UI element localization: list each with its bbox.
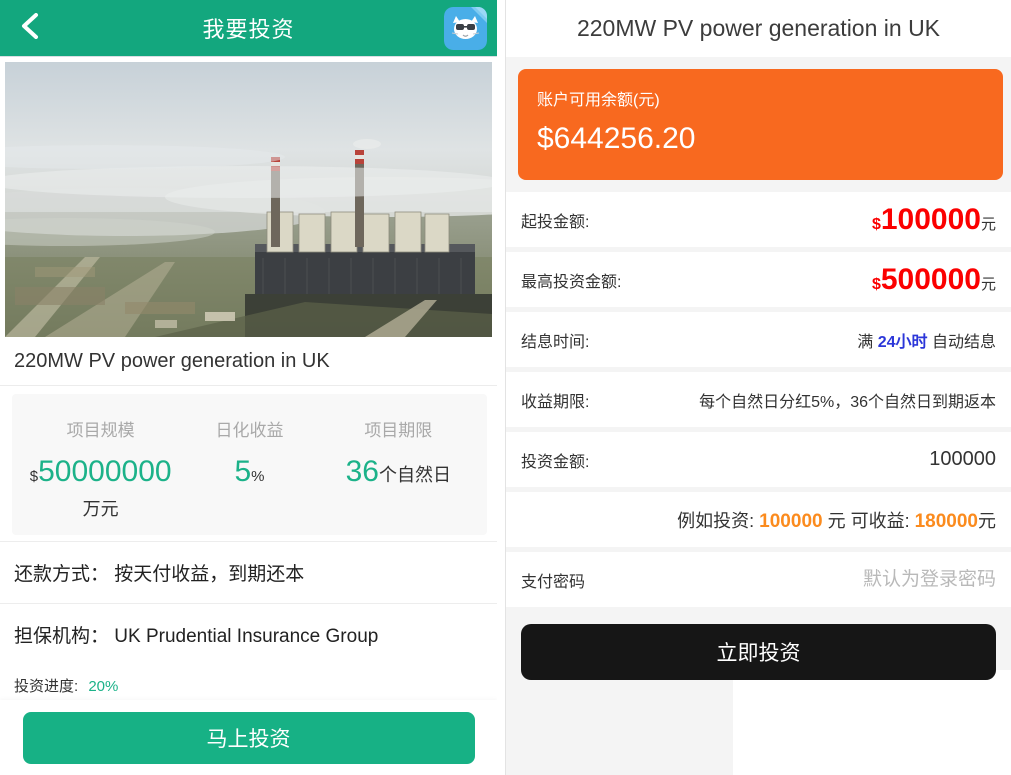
stat-duration-value: 36 — [345, 455, 379, 488]
app-logo-icon[interactable] — [444, 7, 487, 50]
stat-daily-value: 5 — [234, 455, 252, 488]
min-invest-unit: 元 — [980, 215, 996, 233]
stat-duration-label: 项目期限 — [364, 421, 433, 440]
interest-time-pre: 满 — [857, 333, 878, 351]
pay-password-row: 支付密码 — [506, 552, 1011, 607]
interest-time-label: 结息时间: — [521, 333, 590, 351]
gray-footer-stub — [506, 670, 733, 775]
guarantee-value: UK Prudential Insurance Group — [114, 626, 379, 647]
stat-daily-label: 日化收益 — [215, 421, 284, 440]
min-invest-label: 起投金额: — [521, 213, 590, 231]
invest-amount-row: 投资金额: — [506, 432, 1011, 487]
example-return-value: 180000 — [914, 510, 978, 532]
invest-immediately-button[interactable]: 立即投资 — [521, 624, 996, 680]
project-stats: 项目规模 $50000000 万元 日化收益 5% 项目期限 36个自然日 — [12, 394, 487, 535]
stat-daily-return: 日化收益 5% — [183, 416, 315, 521]
stat-scale: 项目规模 $50000000 万元 — [18, 416, 183, 521]
invest-detail-page: 220MW PV power generation in UK 账户可用余额(元… — [505, 0, 1011, 775]
progress-label: 投资进度: — [14, 678, 79, 695]
balance-amount: $644256.20 — [537, 122, 696, 155]
min-invest-currency: $ — [871, 215, 881, 233]
stat-daily-suffix: % — [251, 468, 265, 485]
detail-body: 账户可用余额(元) $644256.20 起投金额: $100000元 最高投资… — [506, 57, 1011, 680]
max-invest-unit: 元 — [980, 275, 996, 293]
stat-scale-prefix: $ — [29, 468, 39, 485]
page-title: 我要投资 — [202, 17, 295, 42]
pay-password-input[interactable] — [746, 568, 996, 591]
chevron-left-icon — [20, 12, 40, 44]
interest-time-post: 自动结息 — [927, 333, 996, 351]
stat-scale-unit: 万元 — [82, 499, 119, 519]
project-title: 220MW PV power generation in UK — [0, 337, 497, 386]
balance-card: 账户可用余额(元) $644256.20 — [518, 69, 1003, 180]
yield-term-row: 收益期限: 每个自然日分红5%，36个自然日到期返本 — [506, 372, 1011, 427]
repayment-value: 按天付收益，到期还本 — [114, 564, 305, 585]
guarantee-label: 担保机构： — [14, 626, 110, 647]
max-invest-label: 最高投资金额: — [521, 273, 622, 291]
repayment-row: 还款方式： 按天付收益，到期还本 — [0, 541, 497, 604]
max-invest-row: 最高投资金额: $500000元 — [506, 252, 1011, 307]
example-suffix: 元 — [978, 510, 996, 531]
stat-scale-value: 50000000 — [38, 455, 172, 488]
max-invest-currency: $ — [871, 275, 881, 293]
detail-title: 220MW PV power generation in UK — [506, 0, 1011, 57]
invest-amount-input[interactable] — [796, 448, 996, 471]
balance-label: 账户可用余额(元) — [537, 92, 660, 109]
progress-percent: 20% — [88, 678, 119, 695]
yield-term-value: 每个自然日分红5%，36个自然日到期返本 — [699, 393, 996, 411]
back-button[interactable] — [14, 12, 46, 44]
invest-amount-label: 投资金额: — [521, 453, 590, 471]
stat-duration: 项目期限 36个自然日 — [316, 416, 481, 521]
min-invest-row: 起投金额: $100000元 — [506, 192, 1011, 247]
example-mid: 元 可收益: — [822, 510, 915, 531]
bottom-action-bar: 马上投资 — [0, 700, 497, 775]
pay-password-label: 支付密码 — [521, 573, 586, 591]
stat-scale-label: 项目规模 — [66, 421, 135, 440]
progress-row: 投资进度: 20% — [0, 665, 497, 696]
yield-term-label: 收益期限: — [521, 393, 590, 411]
example-row: 例如投资: 100000 元 可收益: 180000元 — [506, 492, 1011, 547]
left-header: 我要投资 — [0, 0, 497, 57]
invest-now-button[interactable]: 马上投资 — [22, 711, 475, 764]
example-invest-value: 100000 — [759, 510, 823, 532]
interest-time-row: 结息时间: 满 24小时 自动结息 — [506, 312, 1011, 367]
example-pre: 例如投资: — [677, 510, 760, 531]
guarantee-row: 担保机构： UK Prudential Insurance Group — [0, 604, 497, 665]
min-invest-value: 100000 — [880, 202, 981, 236]
interest-time-highlight: 24小时 — [877, 333, 928, 351]
invest-list-page: 我要投资 — [0, 0, 497, 775]
max-invest-value: 500000 — [880, 262, 981, 296]
project-photo — [5, 62, 492, 337]
repayment-label: 还款方式： — [14, 564, 110, 585]
stat-duration-suffix: 个自然日 — [379, 465, 451, 485]
